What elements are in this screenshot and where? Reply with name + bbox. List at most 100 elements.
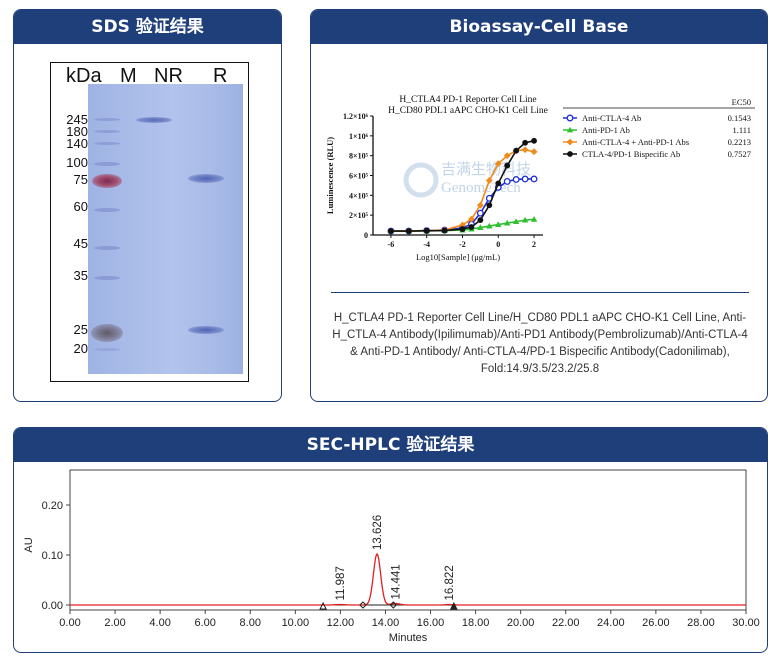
hplc-panel: SEC-HPLC 验证结果 0.00 0.10 0.20 AU 0.00 2.00 4.00… xyxy=(13,427,768,653)
kda-label: kDa xyxy=(66,65,102,87)
bio-y-axis-label: Luminescence (RLU) xyxy=(325,137,335,214)
series-4-point xyxy=(477,217,484,224)
marker-band-20 xyxy=(94,348,120,351)
hplc-chart: 0.00 0.10 0.20 AU 0.00 2.00 4.00 6.00 8.00 10.00 1… xyxy=(23,469,760,644)
bio-x-tick-label: -6 xyxy=(388,240,395,249)
series-4-point xyxy=(441,227,448,234)
bio-x-tick-label: -2 xyxy=(459,240,466,249)
legend-entry-4: CTLA-4/PD-1 Bispecific Ab xyxy=(582,149,680,159)
hplc-x-tick-label: 20.00 xyxy=(507,617,535,629)
r-heavy-chain-band xyxy=(188,174,224,183)
mw-20: 20 xyxy=(73,341,88,356)
bio-y-tick-label: 8×10⁵ xyxy=(349,152,369,161)
series-2-point xyxy=(504,219,511,226)
bio-x-tick-label: -4 xyxy=(423,240,430,249)
series-1-point xyxy=(521,175,529,183)
sds-panel: SDS 验证结果 kDa M NR R 245 180 140 100 75 6… xyxy=(13,9,282,402)
marker-band-35 xyxy=(94,276,120,280)
hplc-x-tick-label: 0.00 xyxy=(59,617,80,629)
hplc-x-tick-label: 26.00 xyxy=(642,617,670,629)
mw-45: 45 xyxy=(73,236,88,251)
hplc-x-tick-label: 12.00 xyxy=(327,617,355,629)
mw-25: 25 xyxy=(73,322,88,337)
bio-y-tick-label: 2×10⁵ xyxy=(349,211,369,220)
hplc-y-tick-label: 0.20 xyxy=(42,500,63,512)
marker-band-100 xyxy=(94,162,120,166)
marker-band-180 xyxy=(94,130,120,133)
series-4-point xyxy=(531,137,537,144)
series-4-point xyxy=(423,227,430,234)
series-4-point xyxy=(486,202,493,209)
series-4-point xyxy=(495,180,502,187)
legend-header: EC50 xyxy=(732,97,751,107)
peak-label-2: 13.626 xyxy=(372,515,384,550)
series-2-point xyxy=(521,216,529,223)
series-2-point xyxy=(512,218,520,225)
nr-band xyxy=(136,117,172,123)
lane-label-m: M xyxy=(120,65,137,87)
hplc-x-tick-label: 28.00 xyxy=(687,617,715,629)
bio-chart-title-line-2: H_CD80 PDL1 aAPC CHO-K1 Cell Line xyxy=(388,106,548,116)
integration-valley-marker xyxy=(359,601,367,609)
mw-60: 60 xyxy=(73,199,88,214)
bioassay-caption: H_CTLA4 PD-1 Reporter Cell Line/H_CD80 P… xyxy=(332,312,748,375)
legend-swatch-marker-3 xyxy=(566,138,574,146)
series-4-point xyxy=(513,147,520,154)
marker-band-25 xyxy=(91,324,123,342)
series-2-point xyxy=(495,221,502,227)
lane-label-r: R xyxy=(213,65,228,87)
hplc-x-tick-label: 4.00 xyxy=(149,617,170,629)
series-2-point xyxy=(530,216,538,222)
series-3-point xyxy=(468,215,475,223)
bioassay-title: Bioassay-Cell Base xyxy=(311,10,767,44)
bioassay-panel: Bioassay-Cell Base H_CTLA4 PD-1 Reporter… xyxy=(310,9,768,402)
marker-band-75 xyxy=(92,174,122,188)
hplc-x-tick-label: 8.00 xyxy=(240,617,261,629)
bio-y-tick-label: 4×10⁵ xyxy=(349,191,369,200)
bio-y-tick-label: 0 xyxy=(364,231,368,240)
series-2-point xyxy=(477,224,484,230)
legend-ec50-4: 0.7527 xyxy=(728,149,751,159)
mw-75: 75 xyxy=(73,172,88,187)
hplc-x-tick-label: 22.00 xyxy=(552,617,580,629)
bio-x-axis-label: Log10[Sample] (μg/mL) xyxy=(416,252,500,262)
series-1-point xyxy=(476,209,484,217)
series-4-point xyxy=(504,162,511,169)
marker-band-245 xyxy=(94,118,120,121)
bio-y-tick-label: 6×10⁵ xyxy=(349,172,369,181)
bio-y-tick-label: 1.2×10⁶ xyxy=(343,112,369,121)
peak-label-1: 11.987 xyxy=(335,566,347,600)
series-3-point xyxy=(521,146,529,154)
legend-entry-3: Anti-CTLA-4 + Anti-PD-1 Abs xyxy=(582,137,689,147)
legend-swatch-marker-4 xyxy=(567,151,573,157)
legend-ec50-1: 0.1543 xyxy=(728,113,751,123)
bio-chart-title-line-1: H_CTLA4 PD-1 Reporter Cell Line xyxy=(399,95,536,105)
hplc-x-tick-label: 30.00 xyxy=(732,617,760,629)
mw-140: 140 xyxy=(66,136,88,151)
series-1-point xyxy=(512,176,520,183)
integration-valley-marker xyxy=(389,601,398,609)
series-1-point xyxy=(530,175,538,183)
hplc-x-tick-label: 14.00 xyxy=(372,617,400,629)
hplc-y-axis-label: AU xyxy=(23,537,35,552)
hplc-x-tick-label: 24.00 xyxy=(597,617,625,629)
series-3-point xyxy=(503,152,511,160)
watermark-text-cn: 吉满生物科技 xyxy=(441,161,531,178)
series-4-point xyxy=(387,228,394,234)
series-4-point xyxy=(405,228,412,234)
marker-band-60 xyxy=(94,208,120,212)
series-3-point xyxy=(485,177,493,184)
series-4-point xyxy=(459,226,466,232)
legend-ec50-2: 1.111 xyxy=(733,125,752,135)
r-light-chain-band xyxy=(188,326,224,334)
watermark-text-en: GenomeTech xyxy=(441,180,521,196)
hplc-title: SEC-HPLC 验证结果 xyxy=(14,428,767,462)
legend-swatch-marker-2 xyxy=(566,126,574,133)
hplc-x-tick-label: 16.00 xyxy=(417,617,445,629)
bio-y-tick-label: 1×10⁶ xyxy=(349,132,369,141)
hplc-x-axis-label: Minutes xyxy=(389,632,428,644)
mw-35: 35 xyxy=(73,268,88,283)
hplc-x-tick-label: 2.00 xyxy=(104,617,125,629)
series-3-point xyxy=(494,160,502,167)
